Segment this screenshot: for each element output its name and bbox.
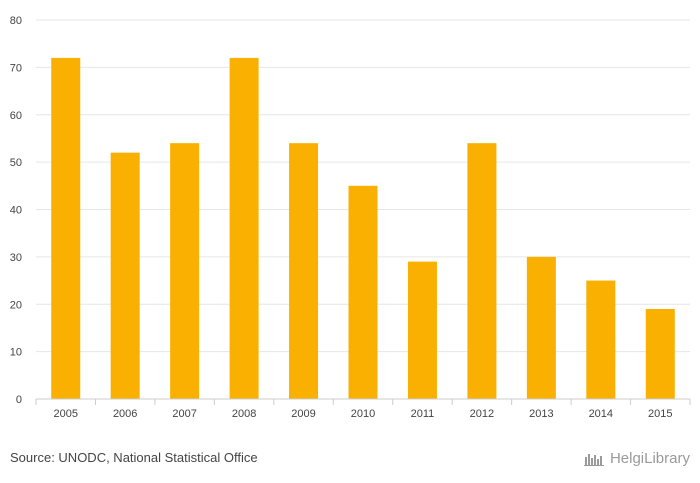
x-tick-label: 2007 xyxy=(172,408,196,420)
brand-name: HelgiLibrary xyxy=(609,450,690,467)
y-tick-label: 10 xyxy=(10,347,22,359)
x-tick-label: 2005 xyxy=(53,408,77,420)
x-tick-label: 2011 xyxy=(411,408,435,420)
bar-2008[interactable] xyxy=(229,57,259,400)
x-tick-label: 2009 xyxy=(291,408,315,420)
y-tick-label: 0 xyxy=(16,394,22,406)
y-tick-label: 60 xyxy=(10,110,22,122)
y-tick-label: 80 xyxy=(10,15,22,27)
x-tick-label: 2015 xyxy=(648,408,672,420)
y-tick-label: 50 xyxy=(10,157,22,169)
y-tick-label: 20 xyxy=(10,299,22,311)
x-axis-ticks: 2005 2006 2007 2008 2009 2010 2011 2012 2013 2014… xyxy=(53,408,672,420)
x-tick-label: 2010 xyxy=(351,408,375,420)
brand-logo[interactable]: HelgiLibrary xyxy=(583,450,690,467)
x-tick-label: 2008 xyxy=(232,408,256,420)
x-tick-label: 2012 xyxy=(470,408,494,420)
source-note: Source: UNODC, National Statistical Offi… xyxy=(10,450,258,465)
bar-2015[interactable] xyxy=(645,308,675,399)
bar-2014[interactable] xyxy=(586,280,616,399)
bar-2005[interactable] xyxy=(51,57,81,400)
y-axis-ticks: 0 10 20 30 40 50 60 70 80 xyxy=(10,15,22,406)
y-tick-label: 70 xyxy=(10,62,22,74)
bar-2012[interactable] xyxy=(467,143,497,399)
bar-2007[interactable] xyxy=(170,143,200,399)
bar-2006[interactable] xyxy=(110,152,140,399)
x-axis xyxy=(35,398,691,405)
bar-2013[interactable] xyxy=(526,256,556,399)
bar-2009[interactable] xyxy=(289,143,319,399)
bars xyxy=(51,57,675,400)
library-logo-icon xyxy=(583,453,604,466)
bar-2011[interactable] xyxy=(407,261,437,399)
x-tick-label: 2006 xyxy=(113,408,137,420)
x-tick-label: 2013 xyxy=(529,408,553,420)
x-tick-label: 2014 xyxy=(589,408,613,420)
y-tick-label: 30 xyxy=(10,252,22,264)
bar-2010[interactable] xyxy=(348,185,378,399)
y-tick-label: 40 xyxy=(10,205,22,217)
